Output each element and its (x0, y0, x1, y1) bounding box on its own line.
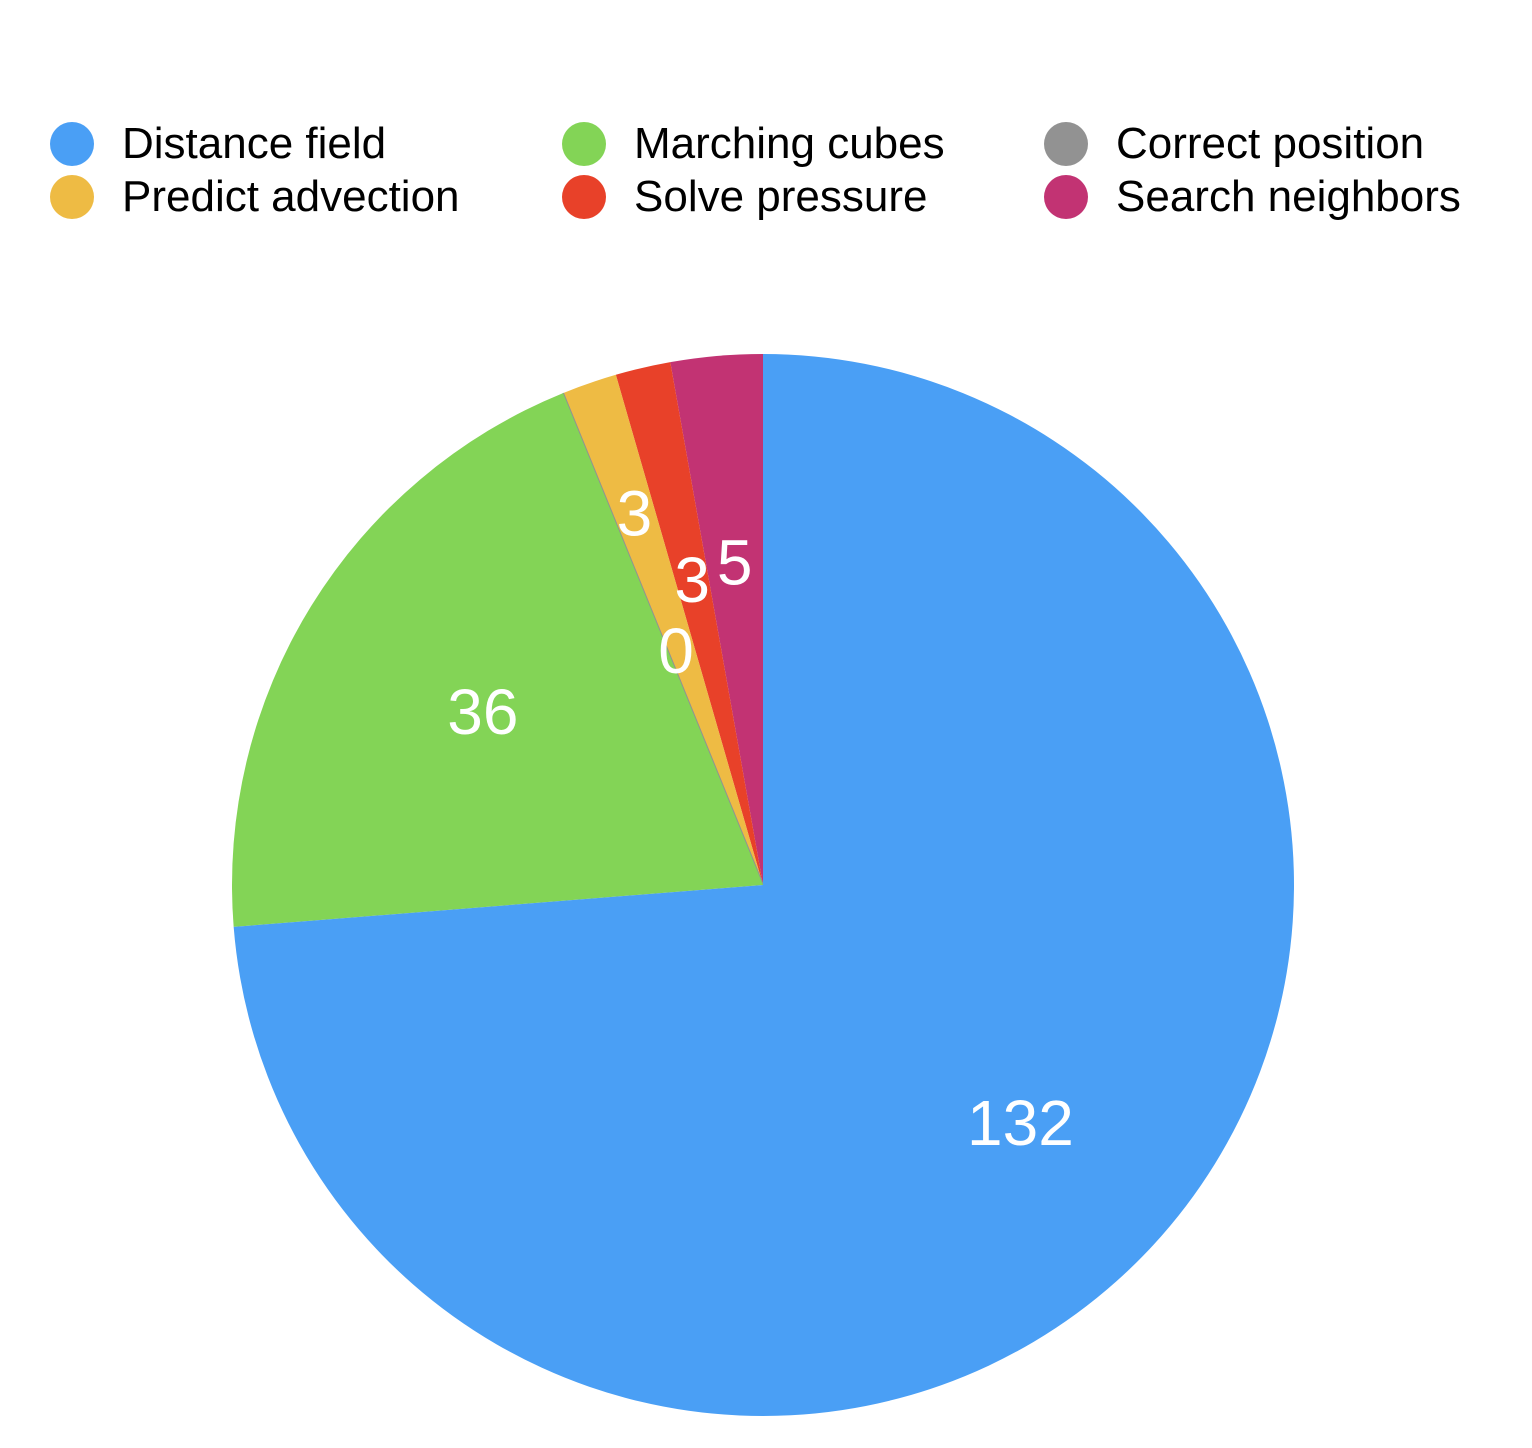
data-label-distance-field: 132 (967, 1087, 1074, 1159)
data-label-predict-advection: 3 (617, 478, 653, 550)
data-label-marching-cubes: 36 (447, 676, 518, 748)
legend-item-predict-advection: Predict advection (50, 171, 460, 223)
data-label-solve-pressure: 3 (674, 544, 710, 616)
legend-item-search-neighbors: Search neighbors (1044, 171, 1461, 223)
legend-swatch-correct-position (1044, 122, 1088, 166)
legend-swatch-marching-cubes (562, 122, 606, 166)
legend-swatch-solve-pressure (562, 175, 606, 219)
legend-label-correct-position: Correct position (1116, 119, 1425, 168)
legend-swatch-search-neighbors (1044, 175, 1088, 219)
legend-item-solve-pressure: Solve pressure (562, 171, 927, 223)
legend-swatch-distance-field (50, 122, 94, 166)
legend-item-correct-position: Correct position (1044, 118, 1424, 170)
data-label-correct-position: 0 (658, 615, 694, 687)
pie-slices (231, 354, 1294, 1416)
pie-slice-predict-advection (563, 374, 763, 885)
pie-slice-marching-cubes (231, 393, 763, 927)
legend-label-predict-advection: Predict advection (122, 172, 460, 221)
chart-legend: Distance field Marching cubes Correct po… (50, 118, 1510, 228)
legend-label-marching-cubes: Marching cubes (634, 119, 945, 168)
legend-item-distance-field: Distance field (50, 118, 386, 170)
pie-slice-search-neighbors (670, 354, 763, 885)
legend-item-marching-cubes: Marching cubes (562, 118, 945, 170)
legend-label-solve-pressure: Solve pressure (634, 172, 928, 221)
legend-swatch-predict-advection (50, 175, 94, 219)
pie-slice-solve-pressure (615, 362, 763, 885)
legend-label-distance-field: Distance field (122, 119, 387, 168)
legend-label-search-neighbors: Search neighbors (1116, 172, 1461, 221)
pie-slice-distance-field (233, 354, 1294, 1416)
data-label-search-neighbors: 5 (717, 526, 753, 598)
